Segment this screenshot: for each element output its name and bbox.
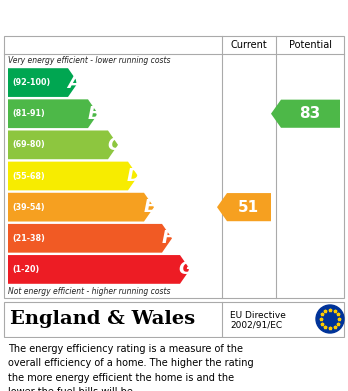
Text: (21-38): (21-38): [12, 234, 45, 243]
Text: (81-91): (81-91): [12, 109, 45, 118]
Text: (92-100): (92-100): [12, 78, 50, 87]
Text: The energy efficiency rating is a measure of the
overall efficiency of a home. T: The energy efficiency rating is a measur…: [8, 344, 254, 391]
Polygon shape: [8, 193, 154, 222]
Text: Current: Current: [231, 40, 267, 50]
Text: C: C: [108, 136, 121, 154]
Text: Energy Efficiency Rating: Energy Efficiency Rating: [10, 8, 239, 26]
Polygon shape: [271, 100, 340, 128]
Text: E: E: [144, 198, 156, 216]
Text: B: B: [87, 105, 101, 123]
Text: 83: 83: [299, 106, 320, 121]
Text: Not energy efficient - higher running costs: Not energy efficient - higher running co…: [8, 287, 171, 296]
Polygon shape: [8, 99, 98, 128]
Polygon shape: [8, 255, 190, 284]
Polygon shape: [217, 193, 271, 221]
Text: F: F: [162, 229, 174, 247]
Text: England & Wales: England & Wales: [10, 310, 195, 328]
Text: EU Directive: EU Directive: [230, 310, 286, 319]
Polygon shape: [8, 68, 78, 97]
Polygon shape: [8, 161, 138, 190]
Text: Potential: Potential: [288, 40, 332, 50]
Polygon shape: [8, 131, 118, 159]
Text: D: D: [127, 167, 142, 185]
Circle shape: [316, 305, 344, 333]
Text: (39-54): (39-54): [12, 203, 45, 212]
Text: 2002/91/EC: 2002/91/EC: [230, 321, 282, 330]
Polygon shape: [8, 224, 172, 253]
Text: 51: 51: [237, 200, 259, 215]
Text: (55-68): (55-68): [12, 172, 45, 181]
Text: (1-20): (1-20): [12, 265, 39, 274]
Text: Very energy efficient - lower running costs: Very energy efficient - lower running co…: [8, 56, 171, 65]
Text: (69-80): (69-80): [12, 140, 45, 149]
Text: G: G: [179, 260, 193, 278]
Text: A: A: [67, 74, 81, 91]
